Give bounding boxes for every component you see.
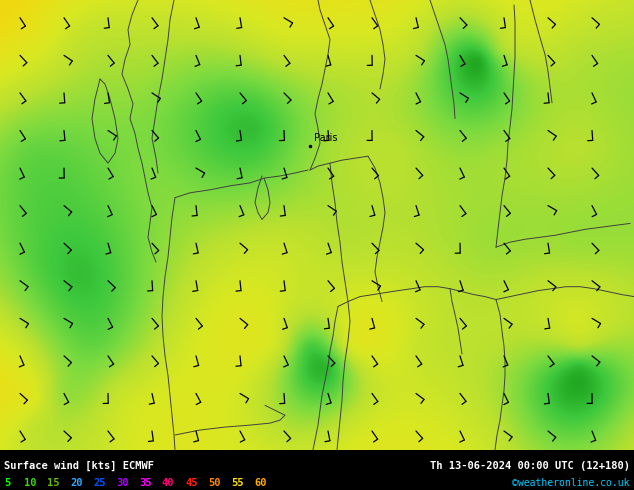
Text: Paris: Paris <box>314 133 337 144</box>
Text: ©weatheronline.co.uk: ©weatheronline.co.uk <box>512 478 630 488</box>
Text: 20: 20 <box>70 478 82 488</box>
Text: 50: 50 <box>208 478 221 488</box>
Text: Th 13-06-2024 00:00 UTC (12+180): Th 13-06-2024 00:00 UTC (12+180) <box>430 461 630 471</box>
Text: 60: 60 <box>254 478 266 488</box>
Text: 30: 30 <box>116 478 129 488</box>
Text: 55: 55 <box>231 478 243 488</box>
Text: 35: 35 <box>139 478 152 488</box>
Text: 25: 25 <box>93 478 105 488</box>
Text: 10: 10 <box>24 478 37 488</box>
Text: 45: 45 <box>185 478 198 488</box>
Text: Surface wind [kts] ECMWF: Surface wind [kts] ECMWF <box>4 461 154 471</box>
Text: 5: 5 <box>4 478 10 488</box>
Text: 15: 15 <box>47 478 60 488</box>
Text: 40: 40 <box>162 478 174 488</box>
